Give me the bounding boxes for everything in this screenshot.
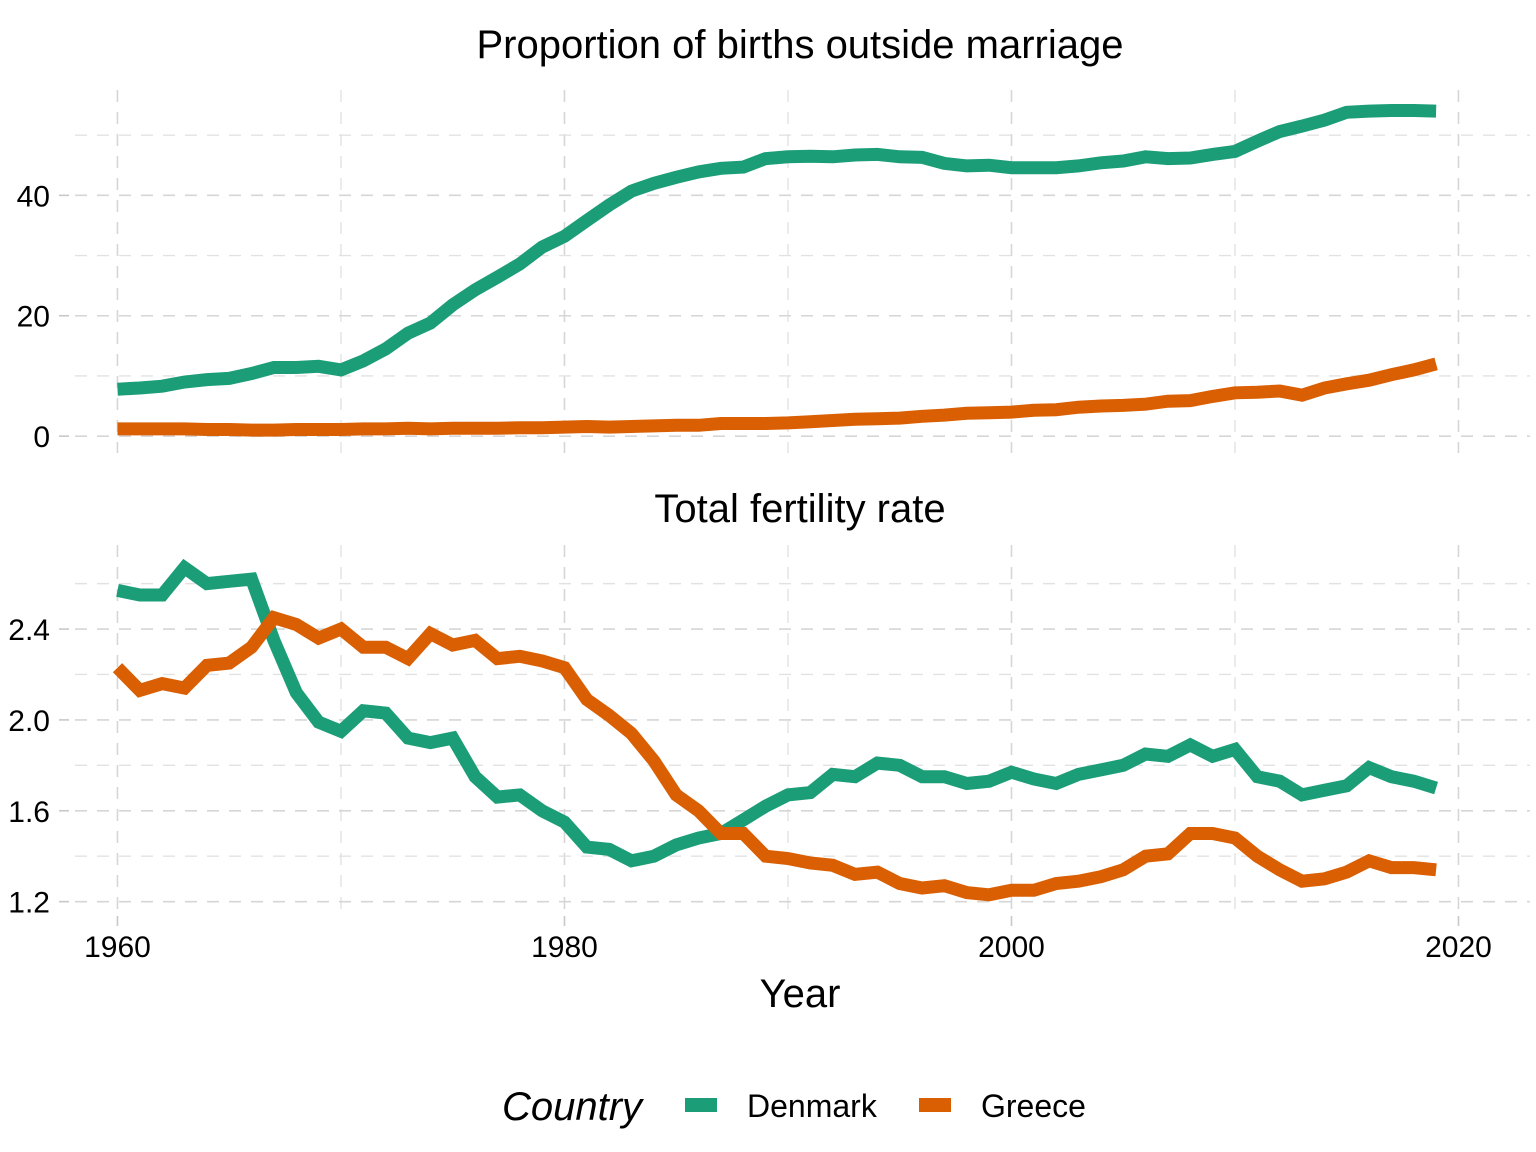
y-tick-label: 1.2	[8, 887, 50, 920]
x-tick-label: 2000	[978, 931, 1045, 964]
panel-births-outside-marriage: Proportion of births outside marriage 0 2…	[17, 23, 1530, 454]
series-lines	[117, 104, 1438, 437]
series-line-greece	[112, 610, 1437, 902]
y-tick-label: 2.4	[8, 614, 50, 647]
x-tick-label: 1980	[531, 931, 598, 964]
series-line-denmark	[117, 104, 1437, 396]
x-axis: 1960 1980 2000 2020	[84, 916, 1492, 964]
x-axis-title: Year	[760, 972, 841, 1016]
x-tick-label: 2020	[1425, 931, 1492, 964]
legend-label-denmark: Denmark	[747, 1088, 878, 1124]
y-tick-label: 1.6	[8, 796, 50, 829]
gridlines	[75, 545, 1530, 913]
series-lines	[112, 558, 1439, 902]
legend: Country Denmark Greece	[502, 1085, 1086, 1129]
y-tick-label: 0	[33, 421, 50, 454]
y-tick-label: 20	[17, 301, 50, 334]
legend-swatch-denmark	[685, 1098, 717, 1112]
panel-total-fertility-rate: Total fertility rate 1.2 1.6 2.0 2.4	[8, 487, 1530, 920]
y-tick-label: 40	[17, 180, 50, 213]
series-line-denmark	[116, 558, 1439, 868]
panel-title: Total fertility rate	[654, 487, 945, 531]
y-axis: 0 20 40	[17, 180, 69, 454]
series-line-greece	[117, 357, 1438, 437]
x-tick-label: 1960	[84, 931, 151, 964]
legend-title: Country	[502, 1085, 645, 1129]
y-tick-label: 2.0	[8, 705, 50, 738]
panel-title: Proportion of births outside marriage	[477, 23, 1124, 67]
y-axis: 1.2 1.6 2.0 2.4	[8, 614, 69, 920]
legend-label-greece: Greece	[981, 1088, 1086, 1124]
legend-swatch-greece	[919, 1098, 951, 1112]
